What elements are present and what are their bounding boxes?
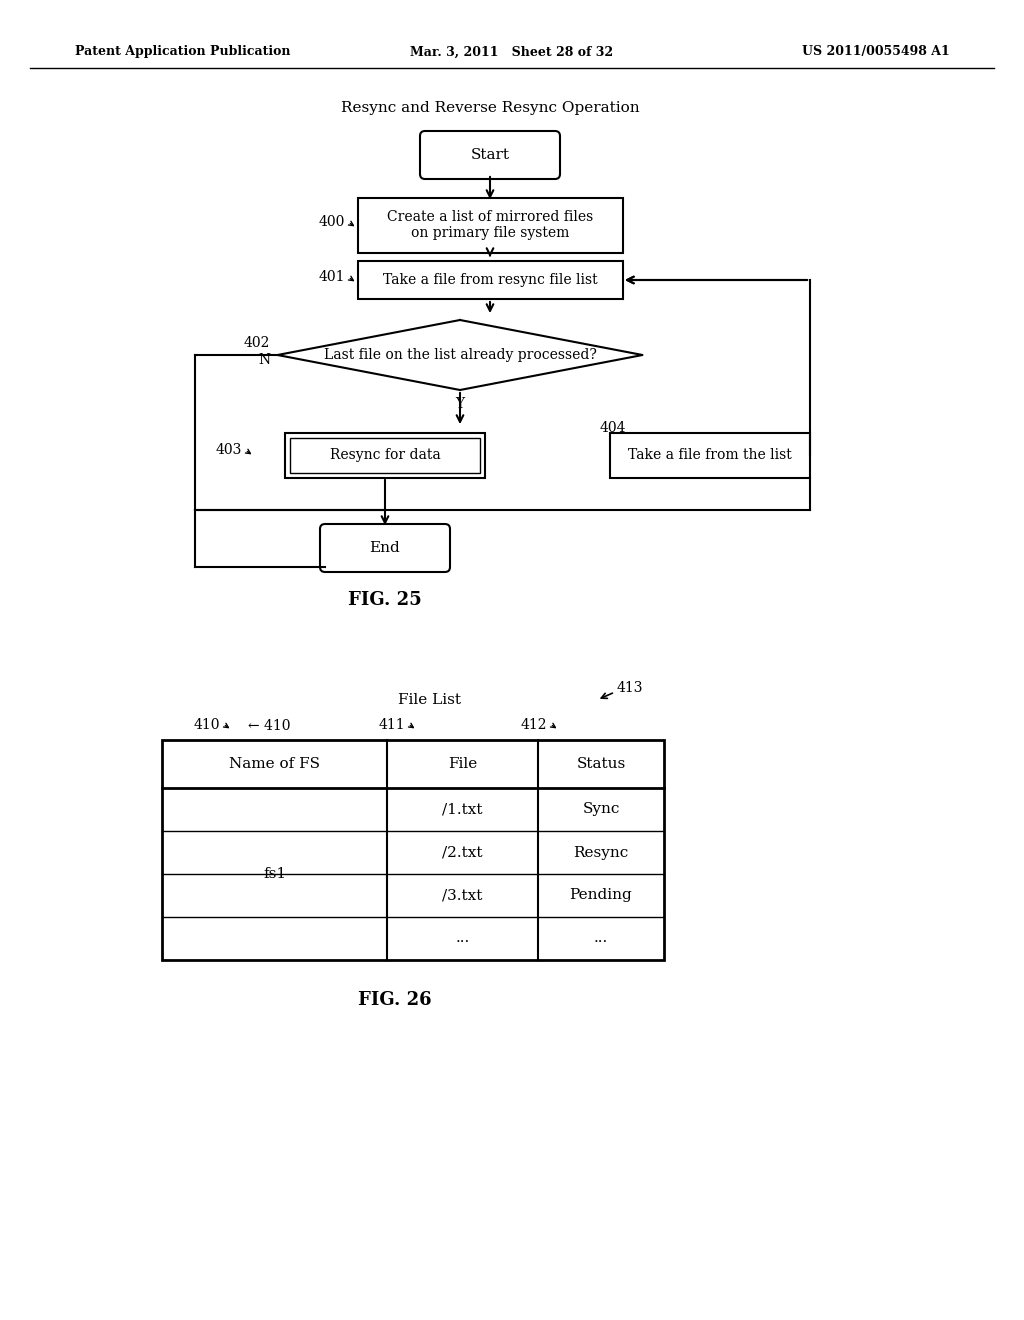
Text: 413: 413 [617,681,643,696]
Text: FIG. 25: FIG. 25 [348,591,422,609]
Text: Patent Application Publication: Patent Application Publication [75,45,291,58]
Text: Y: Y [456,397,465,411]
Text: Sync: Sync [583,803,620,817]
Text: Start: Start [470,148,510,162]
Text: /2.txt: /2.txt [442,846,482,859]
Bar [285,433,485,478]
Bar [357,198,623,252]
Text: fs1: fs1 [263,867,286,880]
Text: 401: 401 [318,271,345,284]
Text: 400: 400 [318,215,345,228]
Text: ...: ... [456,932,470,945]
Text: File List: File List [398,693,462,708]
Text: Status: Status [577,756,626,771]
Text: Mar. 3, 2011   Sheet 28 of 32: Mar. 3, 2011 Sheet 28 of 32 [411,45,613,58]
Text: Resync and Reverse Resync Operation: Resync and Reverse Resync Operation [341,102,639,115]
Text: 403: 403 [216,444,242,457]
Text: FIG. 26: FIG. 26 [358,991,432,1008]
FancyBboxPatch shape [420,131,560,180]
Text: N: N [258,352,270,367]
Text: 404: 404 [599,421,626,436]
Text: /1.txt: /1.txt [442,803,482,817]
Text: 412: 412 [520,718,547,733]
Text: Take a file from the list: Take a file from the list [628,447,792,462]
Text: 402: 402 [244,337,270,350]
Text: Create a list of mirrored files
on primary file system: Create a list of mirrored files on prima… [387,210,593,240]
Bar [290,437,480,473]
Text: Name of FS: Name of FS [229,756,319,771]
Bar [162,741,664,960]
Text: Resync for data: Resync for data [330,447,440,462]
Text: Last file on the list already processed?: Last file on the list already processed? [324,348,596,362]
FancyBboxPatch shape [319,524,450,572]
Text: Take a file from resync file list: Take a file from resync file list [383,273,597,286]
Text: /3.txt: /3.txt [442,888,482,903]
Bar [357,261,623,300]
Text: File: File [447,756,477,771]
Text: End: End [370,541,400,554]
Text: ...: ... [594,932,608,945]
Polygon shape [278,319,642,389]
Text: Pending: Pending [569,888,633,903]
Text: US 2011/0055498 A1: US 2011/0055498 A1 [802,45,950,58]
Text: ← 410: ← 410 [248,719,291,733]
Text: 411: 411 [379,718,406,733]
Text: Resync: Resync [573,846,629,859]
Bar [610,433,810,478]
Text: 410: 410 [194,718,220,733]
